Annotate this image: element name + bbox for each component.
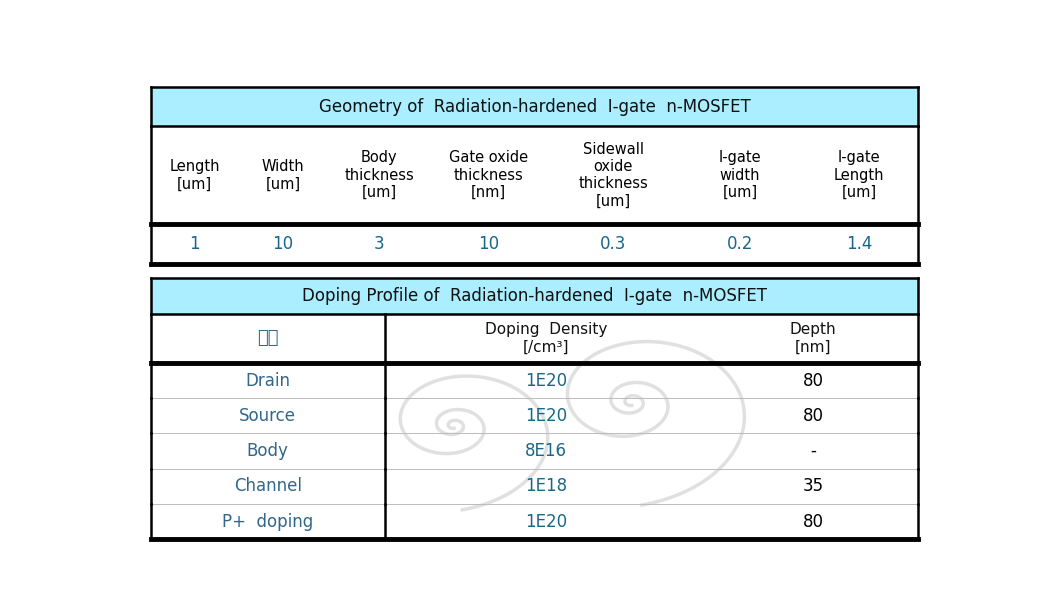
Text: 항목: 항목 (257, 329, 278, 347)
Text: 1E18: 1E18 (525, 477, 567, 495)
Text: -: - (810, 442, 816, 460)
Bar (150, 278, 919, 314)
Text: Doping  Density
[/cm³]: Doping Density [/cm³] (485, 322, 607, 354)
Text: 1E20: 1E20 (525, 371, 567, 390)
Text: I-gate
width
[um]: I-gate width [um] (719, 150, 761, 200)
Text: 1E20: 1E20 (525, 407, 567, 425)
Text: Depth
[nm]: Depth [nm] (790, 322, 836, 354)
Text: 3: 3 (373, 235, 385, 253)
Text: Body: Body (247, 442, 289, 460)
Text: 80: 80 (802, 407, 823, 425)
Text: 10: 10 (478, 235, 499, 253)
Text: 35: 35 (802, 477, 824, 495)
Text: Channel: Channel (234, 477, 301, 495)
Bar (150, 87, 919, 126)
Text: Body
thickness
[um]: Body thickness [um] (344, 150, 414, 200)
Text: Sidewall
oxide
thickness
[um]: Sidewall oxide thickness [um] (579, 142, 648, 209)
Text: 80: 80 (802, 512, 823, 531)
Text: Length
[um]: Length [um] (170, 159, 220, 192)
Text: I-gate
Length
[um]: I-gate Length [um] (833, 150, 884, 200)
Text: 1E20: 1E20 (525, 512, 567, 531)
Text: Geometry of  Radiation-hardened  I-gate  n-MOSFET: Geometry of Radiation-hardened I-gate n-… (319, 98, 750, 115)
Text: Drain: Drain (245, 371, 290, 390)
Text: Gate oxide
thickness
[nm]: Gate oxide thickness [nm] (448, 150, 528, 200)
Text: 0.3: 0.3 (600, 235, 627, 253)
Text: 1.4: 1.4 (846, 235, 872, 253)
Text: Doping Profile of  Radiation-hardened  I-gate  n-MOSFET: Doping Profile of Radiation-hardened I-g… (302, 287, 767, 305)
Text: 1: 1 (190, 235, 200, 253)
Text: 80: 80 (802, 371, 823, 390)
Text: 8E16: 8E16 (525, 442, 567, 460)
Text: Width
[um]: Width [um] (262, 159, 305, 192)
Text: 0.2: 0.2 (727, 235, 753, 253)
Text: Source: Source (239, 407, 296, 425)
Text: P+  doping: P+ doping (222, 512, 313, 531)
Text: 10: 10 (272, 235, 294, 253)
